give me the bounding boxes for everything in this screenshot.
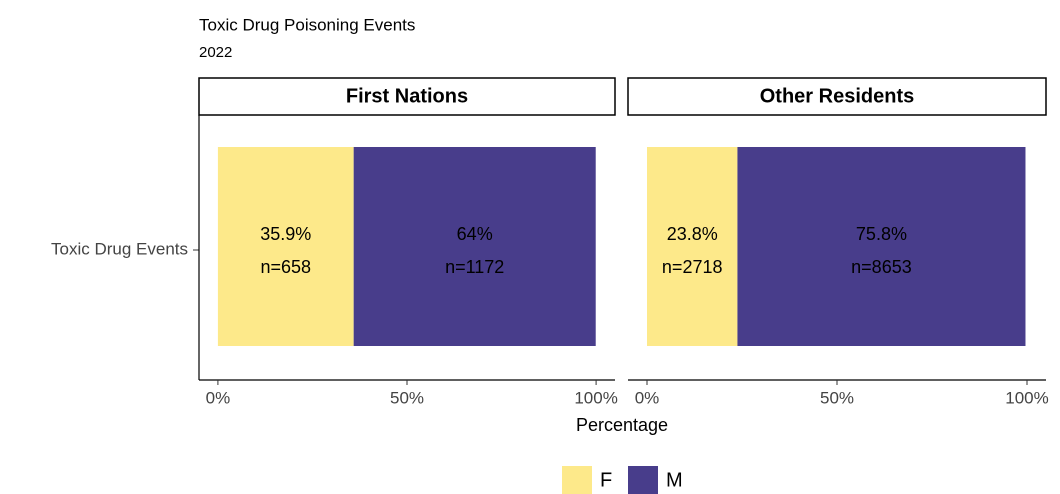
x-tick-label: 100%	[574, 388, 617, 407]
data-label: n=8653	[851, 257, 912, 277]
x-tick-label: 100%	[1005, 388, 1048, 407]
legend-swatch	[628, 466, 658, 494]
chart-title: Toxic Drug Poisoning Events	[199, 15, 415, 34]
x-axis-title: Percentage	[576, 415, 668, 435]
data-label: 64%	[457, 224, 493, 244]
data-label: 75.8%	[856, 224, 907, 244]
legend-swatch	[562, 466, 592, 494]
x-tick-label: 0%	[635, 388, 660, 407]
bar-segment	[737, 147, 1026, 346]
bar-segment	[217, 147, 354, 346]
facet-strip	[627, 77, 1047, 116]
y-tick-label: Toxic Drug Events	[51, 239, 188, 258]
facet-label: Other Residents	[760, 85, 914, 107]
data-label: 23.8%	[667, 224, 718, 244]
legend-label: F	[600, 469, 612, 491]
data-label: n=2718	[662, 257, 723, 277]
data-label: n=1172	[445, 257, 504, 277]
legend-label: M	[666, 469, 683, 491]
x-tick-label: 50%	[820, 388, 854, 407]
facet-strip	[198, 77, 616, 116]
bar-segment	[353, 147, 596, 346]
x-tick-label: 0%	[206, 388, 231, 407]
facet-label: First Nations	[346, 85, 468, 107]
data-label: 35.9%	[260, 224, 311, 244]
data-label: n=658	[261, 257, 312, 277]
bar-segment	[647, 147, 738, 346]
x-tick-label: 50%	[390, 388, 424, 407]
chart-subtitle: 2022	[199, 44, 232, 61]
